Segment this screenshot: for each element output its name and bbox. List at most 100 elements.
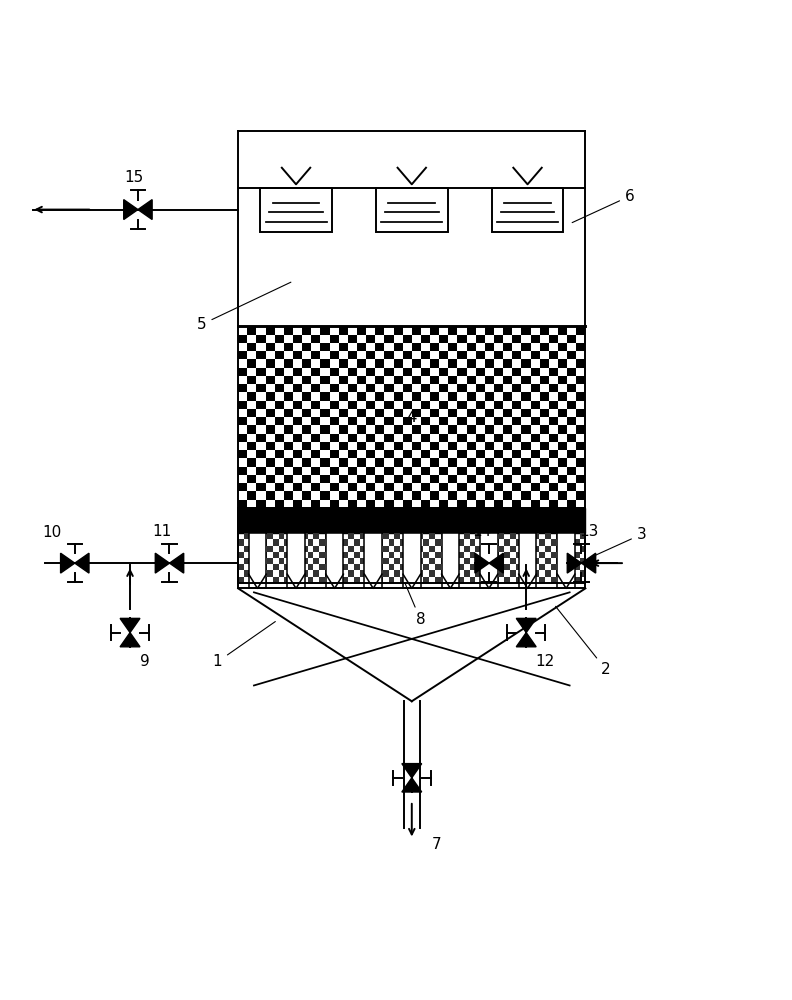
Bar bbox=[533, 546, 539, 552]
Bar bbox=[558, 442, 567, 450]
Bar bbox=[394, 570, 400, 577]
Bar bbox=[384, 368, 394, 376]
Bar bbox=[452, 533, 458, 539]
Bar bbox=[275, 351, 284, 359]
Bar bbox=[389, 552, 394, 558]
Text: 9: 9 bbox=[139, 654, 149, 669]
Bar bbox=[265, 442, 275, 450]
Bar bbox=[302, 343, 311, 351]
Bar bbox=[376, 188, 447, 232]
Text: 3: 3 bbox=[592, 527, 646, 557]
Bar bbox=[458, 417, 466, 425]
Bar bbox=[458, 434, 466, 442]
Bar bbox=[516, 539, 522, 546]
Bar bbox=[348, 434, 357, 442]
Bar bbox=[574, 577, 580, 583]
Polygon shape bbox=[120, 633, 140, 647]
Bar bbox=[394, 326, 402, 335]
Bar bbox=[421, 384, 430, 392]
Bar bbox=[447, 552, 452, 558]
Bar bbox=[302, 558, 307, 564]
Bar bbox=[447, 539, 452, 546]
Bar bbox=[339, 442, 348, 450]
Bar bbox=[452, 570, 458, 577]
Bar bbox=[329, 467, 339, 475]
Bar bbox=[375, 425, 384, 434]
Bar bbox=[307, 577, 314, 583]
Bar bbox=[402, 450, 412, 458]
Bar bbox=[447, 564, 452, 570]
Bar bbox=[503, 359, 512, 368]
Bar bbox=[257, 401, 265, 409]
Bar bbox=[348, 533, 354, 539]
Bar bbox=[302, 376, 311, 384]
Bar bbox=[238, 417, 247, 425]
Bar bbox=[558, 376, 567, 384]
Bar bbox=[331, 552, 337, 558]
Bar bbox=[329, 483, 339, 491]
Bar bbox=[267, 558, 273, 564]
Bar bbox=[440, 450, 448, 458]
Bar bbox=[321, 392, 329, 401]
Bar bbox=[339, 343, 348, 351]
Bar bbox=[342, 552, 348, 558]
Bar bbox=[375, 343, 384, 351]
Bar bbox=[485, 359, 494, 368]
Bar bbox=[466, 392, 476, 401]
Bar bbox=[417, 546, 424, 552]
Bar bbox=[430, 343, 440, 351]
Bar bbox=[442, 533, 459, 588]
Bar bbox=[448, 491, 458, 500]
Bar bbox=[357, 326, 366, 335]
Bar bbox=[493, 552, 499, 558]
Bar bbox=[440, 546, 447, 552]
Bar bbox=[394, 359, 402, 368]
Bar bbox=[339, 458, 348, 467]
Bar bbox=[466, 376, 476, 384]
Bar bbox=[558, 392, 567, 401]
Bar bbox=[476, 417, 485, 425]
Bar bbox=[412, 552, 417, 558]
Bar bbox=[311, 335, 321, 343]
Bar bbox=[375, 326, 384, 335]
Bar bbox=[549, 483, 558, 491]
Bar bbox=[406, 570, 412, 577]
Bar bbox=[580, 558, 585, 564]
Bar bbox=[475, 570, 482, 577]
Bar bbox=[354, 552, 360, 558]
Bar bbox=[383, 570, 389, 577]
Bar bbox=[377, 564, 383, 570]
Bar bbox=[357, 359, 366, 368]
Bar bbox=[384, 417, 394, 425]
Bar bbox=[329, 368, 339, 376]
Bar bbox=[512, 368, 521, 376]
Bar bbox=[412, 442, 421, 450]
Bar bbox=[284, 425, 293, 434]
Bar bbox=[275, 500, 284, 508]
Bar bbox=[476, 401, 485, 409]
Bar bbox=[375, 409, 384, 417]
Bar bbox=[265, 458, 275, 467]
Bar bbox=[302, 570, 307, 577]
Bar bbox=[421, 417, 430, 425]
Polygon shape bbox=[74, 553, 89, 573]
Bar bbox=[365, 552, 371, 558]
Bar bbox=[247, 425, 257, 434]
Bar bbox=[531, 368, 539, 376]
Bar bbox=[424, 564, 429, 570]
Bar bbox=[394, 533, 400, 539]
Bar bbox=[406, 533, 412, 539]
Bar bbox=[482, 552, 487, 558]
Bar bbox=[402, 368, 412, 376]
Bar bbox=[377, 577, 383, 583]
Bar bbox=[412, 343, 421, 351]
Bar bbox=[487, 570, 493, 577]
Bar bbox=[448, 376, 458, 384]
Bar bbox=[512, 500, 521, 508]
Bar bbox=[383, 533, 389, 539]
Bar bbox=[412, 564, 417, 570]
Bar bbox=[512, 467, 521, 475]
Bar bbox=[311, 368, 321, 376]
Bar bbox=[503, 392, 512, 401]
Bar bbox=[577, 376, 585, 384]
